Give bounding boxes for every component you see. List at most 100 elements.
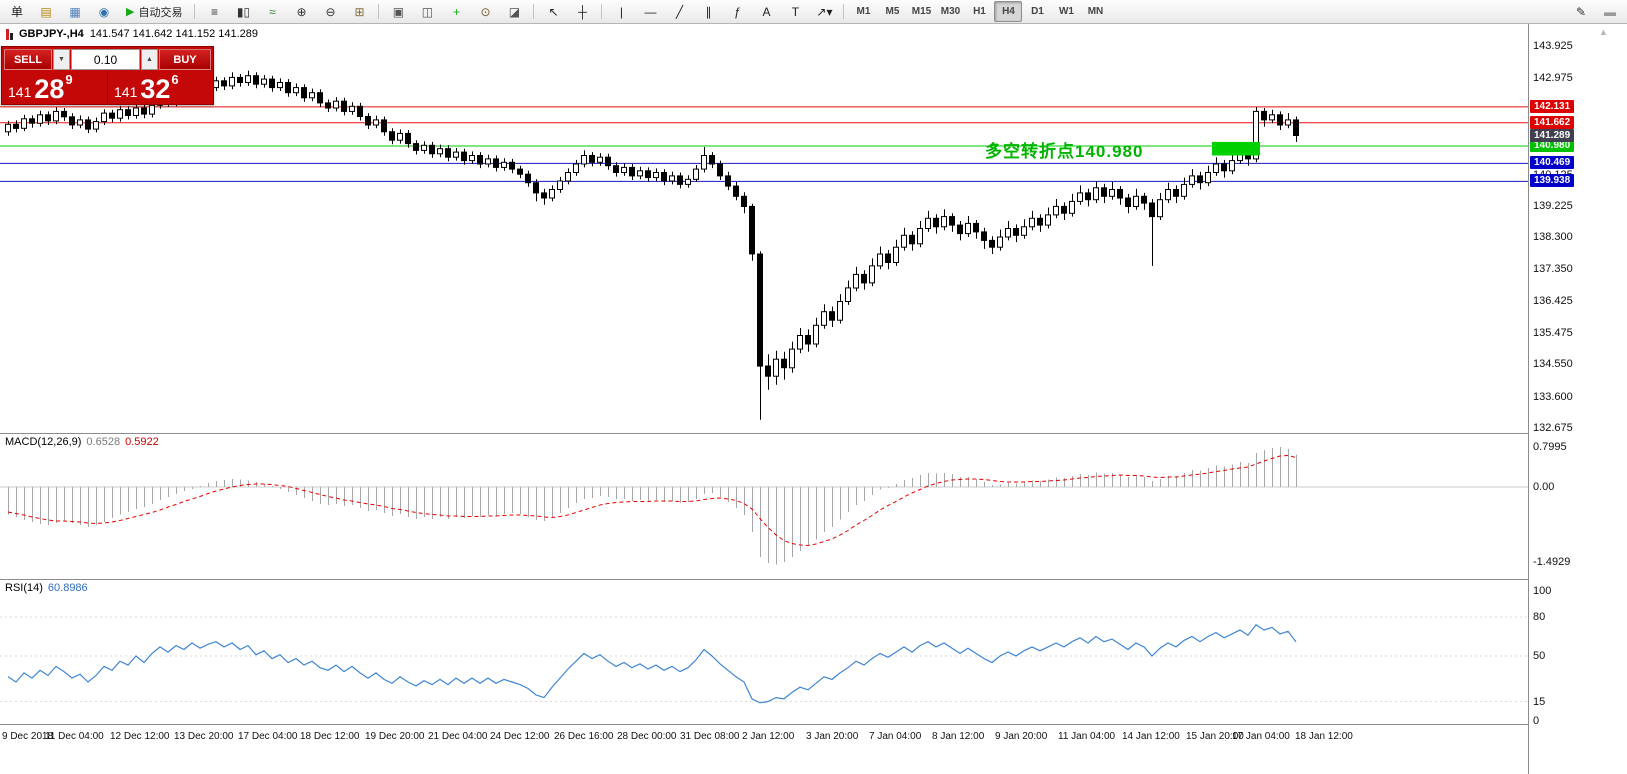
cursor-icon: ↖ (548, 4, 559, 19)
market-info-icon: ◉ (98, 4, 110, 19)
ask-price[interactable]: 141 32 6 (108, 71, 213, 104)
candle (885, 253, 891, 263)
candle (405, 132, 411, 145)
macd-axis-label: 0.7995 (1533, 441, 1567, 454)
time-axis-label: 17 Dec 04:00 (238, 731, 298, 742)
rsi-axis-label: 50 (1533, 650, 1546, 663)
text-label-button[interactable]: T (781, 1, 809, 22)
templates-button[interactable]: ◪ (500, 1, 528, 22)
auto-trading-button[interactable]: ▶ 自动交易 (119, 1, 189, 22)
panel-separator[interactable] (0, 433, 1627, 434)
candle (245, 75, 251, 84)
time-axis-label: 18 Dec 12:00 (300, 731, 360, 742)
cascade-windows-button[interactable]: ◫ (413, 1, 441, 22)
scroll-up-icon[interactable]: ▲ (1599, 27, 1608, 37)
time-scale[interactable]: 9 Dec 2018 11 Dec 04:00 12 Dec 12:00 13 Dec… (0, 725, 1528, 749)
timeframe-h1-button[interactable]: H1 (973, 6, 986, 17)
zone-rectangle-marker[interactable] (1212, 141, 1260, 156)
volume-down-button[interactable]: ▼ (53, 49, 70, 70)
macd-chart[interactable] (0, 434, 1528, 579)
cursor-button[interactable]: ↖ (539, 1, 567, 22)
candle (693, 168, 699, 180)
timeframe-m5-button[interactable]: M5 (885, 6, 900, 17)
chart-window: GBPJPY-,H4 141.547 141.642 141.152 141.2… (0, 24, 1627, 774)
timeframe-m1-button[interactable]: M1 (856, 6, 871, 17)
timeframe-h4-button[interactable]: H4 (994, 1, 1023, 22)
rsi-chart[interactable] (0, 580, 1528, 724)
timeframe-mn-button[interactable]: MN (1087, 6, 1104, 17)
candle (29, 118, 35, 124)
panel-separator[interactable] (0, 724, 1627, 725)
arrows-button[interactable]: ↗▾ (810, 1, 838, 22)
candle (85, 119, 91, 130)
fibonacci-button[interactable]: ƒ (723, 1, 751, 22)
period-selector-button[interactable]: ⊙ (471, 1, 499, 22)
zoom-in-button[interactable]: ⊕ (287, 1, 315, 22)
bar-chart-button[interactable]: ≡ (200, 1, 228, 22)
line-chart-button[interactable]: ≈ (258, 1, 286, 22)
price-axis-label: 137.350 (1533, 263, 1573, 276)
timeframe-w1-button[interactable]: W1 (1058, 6, 1074, 17)
candle (109, 112, 115, 119)
time-axis-label: 26 Dec 16:00 (554, 731, 614, 742)
candle (789, 348, 795, 369)
symbol-period-label: GBPJPY-,H4 (19, 28, 84, 40)
timeframe-d1-button[interactable]: D1 (1031, 6, 1044, 17)
chart-icon (6, 28, 13, 40)
tile-windows-button[interactable]: ⊞ (345, 1, 373, 22)
trend-line-button[interactable]: ╱ (665, 1, 693, 22)
candle (621, 166, 627, 173)
buy-button[interactable]: BUY (159, 49, 211, 70)
bid-pips: 28 (34, 74, 65, 104)
candle (117, 109, 123, 119)
crosshair-button[interactable]: ┼ (568, 1, 596, 22)
candle (661, 172, 667, 182)
price-chart[interactable] (0, 24, 1528, 433)
candle (741, 195, 747, 208)
candle (293, 87, 299, 94)
time-axis-label: 14 Jan 12:00 (1122, 731, 1180, 742)
candle (309, 92, 315, 99)
candle (853, 273, 859, 289)
candle (821, 311, 827, 326)
time-axis-label: 28 Dec 00:00 (617, 731, 677, 742)
new-chart-icon: + (452, 4, 460, 19)
candle (77, 119, 83, 126)
equidistant-channel-button[interactable]: ∥ (694, 1, 722, 22)
vertical-line-button[interactable]: | (607, 1, 635, 22)
quick-hide-button[interactable]: ▬ (1596, 1, 1624, 22)
candle (989, 239, 995, 248)
candle (1005, 228, 1011, 238)
candle (829, 311, 835, 321)
quick-edit-button[interactable]: ✎ (1567, 1, 1595, 22)
zoom-out-button[interactable]: ⊖ (316, 1, 344, 22)
candle (893, 246, 899, 263)
candle (805, 335, 811, 345)
candle (485, 158, 491, 165)
candle (901, 234, 907, 248)
price-line-tag: 140.980 (1530, 139, 1575, 152)
text-icon: A (762, 4, 771, 19)
new-order-button[interactable]: 单 (3, 1, 31, 22)
candle (285, 82, 291, 94)
new-chart-button[interactable]: + (442, 1, 470, 22)
horizontal-line-button[interactable]: ― (636, 1, 664, 22)
one-click-trading-panel: SELL ▼ 0.10 ▲ BUY 141 28 9 141 32 6 (1, 46, 214, 105)
market-info-button[interactable]: ◉ (90, 1, 118, 22)
candle (317, 92, 323, 104)
candlestick-chart-button[interactable]: ▮▯ (229, 1, 257, 22)
candle (725, 175, 731, 187)
text-button[interactable]: A (752, 1, 780, 22)
sell-button[interactable]: SELL (4, 49, 52, 70)
bid-price[interactable]: 141 28 9 (2, 71, 108, 104)
timeframe-m30-button[interactable]: M30 (940, 6, 961, 17)
profiles-button[interactable]: ▦ (61, 1, 89, 22)
arrange-windows-button[interactable]: ▣ (384, 1, 412, 22)
charts-button[interactable]: ▤ (32, 1, 60, 22)
timeframe-m15-button[interactable]: M15 (911, 6, 932, 17)
price-scale[interactable]: ▲ 143.925142.975140.125139.225138.300137… (1528, 24, 1627, 774)
candle (149, 104, 155, 115)
volume-input[interactable]: 0.10 (71, 49, 140, 70)
panel-separator[interactable] (0, 579, 1627, 580)
volume-up-button[interactable]: ▲ (141, 49, 158, 70)
